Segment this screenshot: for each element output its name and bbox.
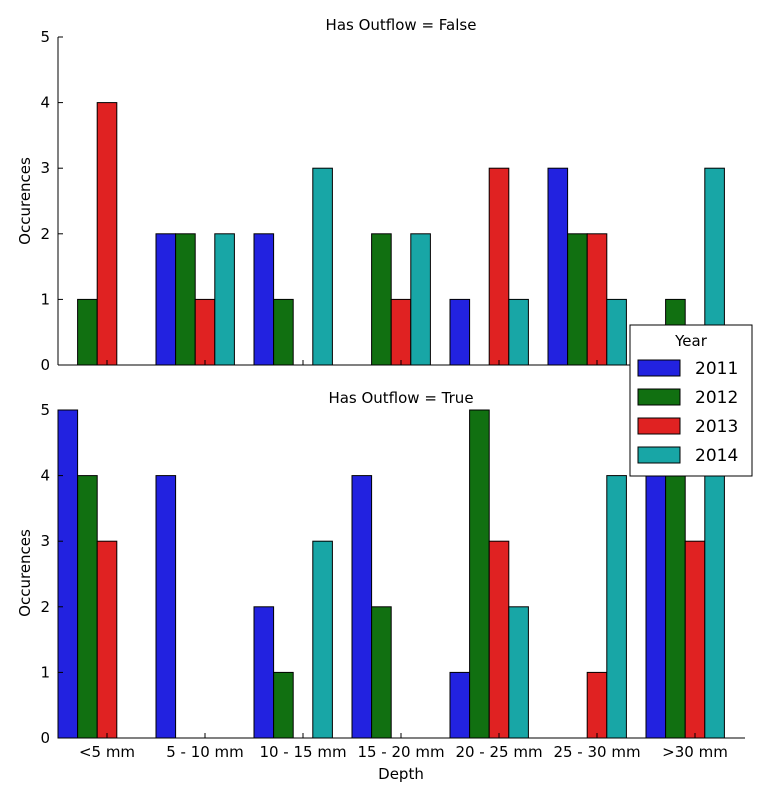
bar-2014-10-15-mm xyxy=(312,167,333,366)
y-tick-label: 0 xyxy=(40,729,50,747)
bar-2012-20-25-mm xyxy=(469,409,490,739)
bar-2012-10-15-mm xyxy=(273,671,294,739)
bar-2014-20-25-mm xyxy=(508,606,529,739)
bar-2013-5-10-mm xyxy=(194,298,216,366)
legend-label-2011: 2011 xyxy=(695,359,738,379)
x-tick-label-30-mm: >30 mm xyxy=(662,743,728,761)
bar-2011-30-mm xyxy=(645,475,667,739)
bar-2011-20-25-mm xyxy=(449,298,471,366)
bar-2014-10-15-mm xyxy=(312,540,333,739)
y-tick-label: 1 xyxy=(40,290,50,308)
bar-2012-30-mm xyxy=(665,475,686,739)
bar-2014-20-25-mm xyxy=(508,298,529,366)
panel-has-outflow-false: Has Outflow = False Occurences 0 1 2 3 4 5 xyxy=(16,16,745,374)
bar-2013-25-30-mm xyxy=(586,671,608,739)
bar-2012-15-20-mm xyxy=(371,606,392,739)
x-tick-label-15-20-mm: 15 - 20 mm xyxy=(357,743,444,761)
legend-label-2014: 2014 xyxy=(695,446,738,466)
x-tick-label-20-25-mm: 20 - 25 mm xyxy=(455,743,542,761)
bar-2012-5-mm xyxy=(77,475,98,739)
y-tick-label: 2 xyxy=(40,225,50,243)
bar-2012-5-10-mm xyxy=(175,233,196,366)
legend-swatch-2013 xyxy=(637,417,681,435)
y-tick-label: 4 xyxy=(40,94,50,112)
x-tick-label-25-30-mm: 25 - 30 mm xyxy=(553,743,640,761)
y-tick-label: 5 xyxy=(40,28,50,46)
y-tick-label: 0 xyxy=(40,356,50,374)
bar-2011-10-15-mm xyxy=(253,233,275,366)
y-axis-label: Occurences xyxy=(16,529,34,617)
legend-label-2012: 2012 xyxy=(695,388,738,408)
bar-2012-25-30-mm xyxy=(567,233,588,366)
x-axis-label: Depth xyxy=(378,765,424,783)
legend: Year 2011 2012 2013 2014 xyxy=(629,324,753,477)
bar-2014-30-mm xyxy=(704,475,725,739)
bar-2011-10-15-mm xyxy=(253,606,275,739)
panel-title: Has Outflow = False xyxy=(326,16,477,34)
legend-swatch-2014 xyxy=(637,446,681,464)
y-tick-label: 2 xyxy=(40,598,50,616)
bar-2014-5-10-mm xyxy=(214,233,235,366)
x-tick-label-5-mm: <5 mm xyxy=(79,743,135,761)
y-tick-label: 3 xyxy=(40,159,50,177)
y-axis-label: Occurences xyxy=(16,157,34,245)
bar-2011-5-10-mm xyxy=(155,475,177,739)
bar-2011-15-20-mm xyxy=(351,475,373,739)
legend-swatch-2012 xyxy=(637,388,681,406)
y-tick-label: 4 xyxy=(40,467,50,485)
bar-2013-5-mm xyxy=(96,540,118,739)
legend-label-2013: 2013 xyxy=(695,417,738,437)
x-tick-label-5-10-mm: 5 - 10 mm xyxy=(166,743,244,761)
panel-title: Has Outflow = True xyxy=(328,389,473,407)
bar-2013-15-20-mm xyxy=(390,298,412,366)
bar-2014-25-30-mm xyxy=(606,475,627,739)
bar-2014-25-30-mm xyxy=(606,298,627,366)
bar-2011-5-mm xyxy=(57,409,79,739)
bar-2013-20-25-mm xyxy=(488,167,510,366)
bar-2012-15-20-mm xyxy=(371,233,392,366)
bar-2013-20-25-mm xyxy=(488,540,510,739)
bar-2012-5-mm xyxy=(77,298,98,366)
bar-2014-15-20-mm xyxy=(410,233,431,366)
legend-title: Year xyxy=(674,332,708,350)
bar-2012-10-15-mm xyxy=(273,298,294,366)
bar-2011-25-30-mm xyxy=(547,167,569,366)
bar-2011-20-25-mm xyxy=(449,671,471,739)
bar-2013-30-mm xyxy=(684,540,706,739)
legend-swatch-2011 xyxy=(637,359,681,377)
y-tick-label: 1 xyxy=(40,663,50,681)
x-tick-label-10-15-mm: 10 - 15 mm xyxy=(259,743,346,761)
y-tick-label: 5 xyxy=(40,401,50,419)
y-tick-label: 3 xyxy=(40,532,50,550)
panel-has-outflow-true: Has Outflow = True Occurences Depth 0 1 2 3… xyxy=(16,389,745,783)
bar-2013-25-30-mm xyxy=(586,233,608,366)
bar-2013-5-mm xyxy=(96,102,118,366)
bar-2011-5-10-mm xyxy=(155,233,177,366)
